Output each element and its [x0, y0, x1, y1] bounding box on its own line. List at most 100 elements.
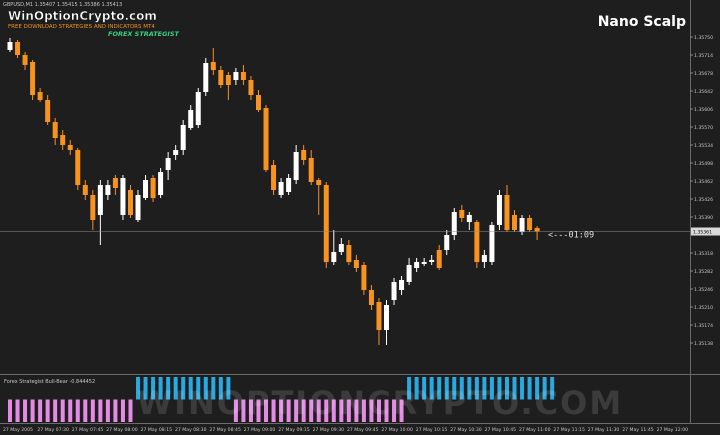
candle-body: [534, 228, 540, 232]
y-tick-label: 1.35174: [694, 323, 713, 329]
candle-body: [504, 195, 510, 230]
candle-body: [112, 178, 118, 188]
indicator-panel: [8, 377, 555, 422]
indicator-bar: [143, 377, 148, 400]
time-label: 27 May 09:45: [347, 427, 379, 433]
candle-body: [451, 212, 457, 235]
y-tick-label: 1.35606: [694, 107, 713, 113]
brand: FOREX STRATEGIST: [108, 30, 180, 38]
candle-body: [376, 302, 382, 330]
indicator-bar: [30, 399, 35, 422]
candle-body: [399, 280, 405, 290]
y-tick-label: 1.35462: [694, 179, 713, 185]
indicator-bar: [542, 377, 547, 400]
indicator-bar: [233, 399, 238, 422]
candle-body: [323, 185, 329, 262]
indicator-bar: [286, 399, 291, 422]
indicator-bar: [120, 399, 125, 422]
candle-body: [466, 215, 472, 222]
indicator-bar: [60, 399, 65, 422]
candles: [7, 38, 540, 345]
time-label: 27 May 10:30: [450, 427, 482, 433]
candle-body: [203, 63, 209, 92]
indicator-bar: [414, 377, 419, 400]
y-tick-label: 1.35642: [694, 89, 713, 95]
indicator-bar: [226, 377, 231, 400]
indicator-bar: [294, 399, 299, 422]
indicator-bar: [181, 377, 186, 400]
indicator-bar: [128, 399, 133, 422]
indicator-bar: [166, 377, 171, 400]
time-label: 27 May 11:00: [519, 427, 551, 433]
indicator-bar: [392, 399, 397, 422]
indicator-bar: [98, 399, 103, 422]
time-label: 27 May 11:45: [622, 427, 654, 433]
indicator-bar: [38, 399, 43, 422]
indicator-bar: [83, 399, 88, 422]
candle-body: [481, 255, 487, 262]
indicator-bar: [45, 399, 50, 422]
candle-body: [338, 244, 344, 252]
y-tick-label: 1.35678: [694, 71, 713, 77]
time-label: 27 May 10:15: [416, 427, 448, 433]
candle-body: [255, 95, 261, 110]
candle-body: [52, 122, 58, 138]
indicator-bar: [53, 399, 58, 422]
candle-body: [293, 152, 299, 180]
indicator-bar: [309, 399, 314, 422]
indicator-bar: [15, 399, 20, 422]
indicator-bar: [248, 399, 253, 422]
current-price-box: [691, 227, 720, 236]
candle-body: [316, 180, 322, 185]
y-tick-label: 1.35210: [694, 305, 713, 311]
candle-body: [459, 210, 465, 218]
indicator-bar: [459, 377, 464, 400]
candle-body: [150, 178, 156, 198]
candle-body: [105, 185, 111, 195]
time-label: 27 May 08:00: [106, 427, 138, 433]
indicator-bar: [354, 399, 359, 422]
indicator-bar: [331, 399, 336, 422]
indicator-bar: [173, 377, 178, 400]
candle-body: [22, 55, 28, 65]
indicator-bar: [105, 399, 110, 422]
time-label: 27 May 2005: [3, 427, 33, 433]
indicator-bar: [68, 399, 73, 422]
candle-body: [45, 100, 51, 122]
candle-body: [240, 72, 246, 80]
candle-body: [368, 290, 374, 305]
indicator-bar: [512, 377, 517, 400]
candle-body: [286, 178, 292, 192]
indicator-bar: [23, 399, 28, 422]
indicator-bar: [422, 377, 427, 400]
indicator-bar: [361, 399, 366, 422]
candle-body: [361, 265, 367, 290]
candle-body: [429, 260, 435, 262]
candle-body: [90, 195, 96, 220]
indicator-bar: [399, 399, 404, 422]
candle-body: [30, 62, 36, 95]
candle-body: [180, 125, 186, 150]
candle-body: [67, 145, 73, 150]
time-label: 27 May 12:00: [657, 427, 689, 433]
candle-body: [444, 235, 450, 250]
candle-body: [158, 172, 164, 195]
candle-body: [218, 70, 224, 85]
indicator-bar: [504, 377, 509, 400]
y-tick-label: 1.35570: [694, 125, 713, 131]
candle-body: [406, 265, 412, 282]
y-tick-label: 1.35750: [694, 35, 713, 41]
time-label: 27 May 07:30: [37, 427, 69, 433]
indicator-bar: [256, 399, 261, 422]
time-label: 27 May 08:30: [175, 427, 207, 433]
indicator-bar: [497, 377, 502, 400]
candle-body: [496, 195, 502, 225]
indicator-bar: [90, 399, 95, 422]
indicator-bar: [136, 377, 141, 400]
symbol-line: GBPUSD,M1 1.35407 1.35415 1.35386 1.3541…: [3, 2, 122, 8]
indicator-bar: [271, 399, 276, 422]
candle-body: [271, 165, 277, 190]
time-label: 27 May 08:15: [141, 427, 173, 433]
candle-body: [512, 215, 518, 230]
